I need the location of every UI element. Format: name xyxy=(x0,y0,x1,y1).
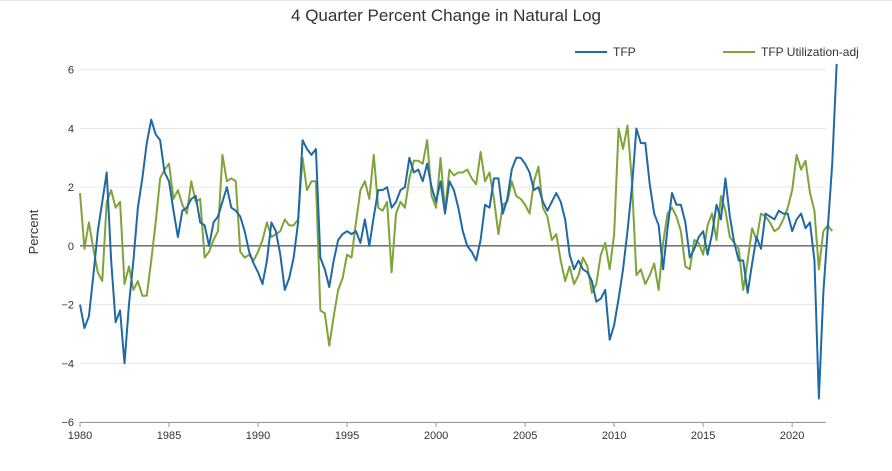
x-tick-label: 2020 xyxy=(780,430,804,442)
y-tick-label: −6 xyxy=(61,417,74,429)
legend-label-tfp: TFP xyxy=(613,45,636,59)
legend-label-tfp-utilization-adj: TFP Utilization-adj xyxy=(761,45,859,59)
x-tick-label: 1990 xyxy=(246,430,270,442)
legend-swatch-tfp-utilization-adj xyxy=(723,51,755,53)
x-tick-label: 2010 xyxy=(602,430,626,442)
top-border xyxy=(0,0,892,1)
y-tick-label: 6 xyxy=(68,65,74,77)
series-lines xyxy=(79,63,838,400)
chart-title: 4 Quarter Percent Change in Natural Log xyxy=(291,6,601,25)
x-tick-label: 1995 xyxy=(335,430,359,442)
legend: TFP TFP Utilization-adj xyxy=(0,45,892,61)
y-axis: −6 −4 −2 0 2 4 6 xyxy=(61,65,74,429)
y-tick-label: 4 xyxy=(68,123,74,135)
legend-item-tfp[interactable]: TFP xyxy=(575,45,636,59)
y-tick-label: 2 xyxy=(68,182,74,194)
legend-item-tfp-utilization-adj[interactable]: TFP Utilization-adj xyxy=(723,45,859,59)
y-tick-label: −4 xyxy=(61,358,74,370)
series-line-tfp-utilization-adj xyxy=(79,124,834,347)
x-tick-label: 1980 xyxy=(68,430,92,442)
x-tick-label: 2005 xyxy=(513,430,537,442)
x-tick-label: 2015 xyxy=(691,430,715,442)
x-tick-label: 1985 xyxy=(157,430,181,442)
x-tick-label: 2000 xyxy=(424,430,448,442)
series-line-tfp xyxy=(79,63,838,400)
legend-swatch-tfp xyxy=(575,51,607,53)
y-tick-label: −2 xyxy=(61,300,74,312)
y-tick-label: 0 xyxy=(68,241,74,253)
x-axis: 1980 1985 1990 1995 2000 2005 2010 2015 2020 xyxy=(68,422,826,442)
y-axis-label: Percent xyxy=(26,209,41,254)
